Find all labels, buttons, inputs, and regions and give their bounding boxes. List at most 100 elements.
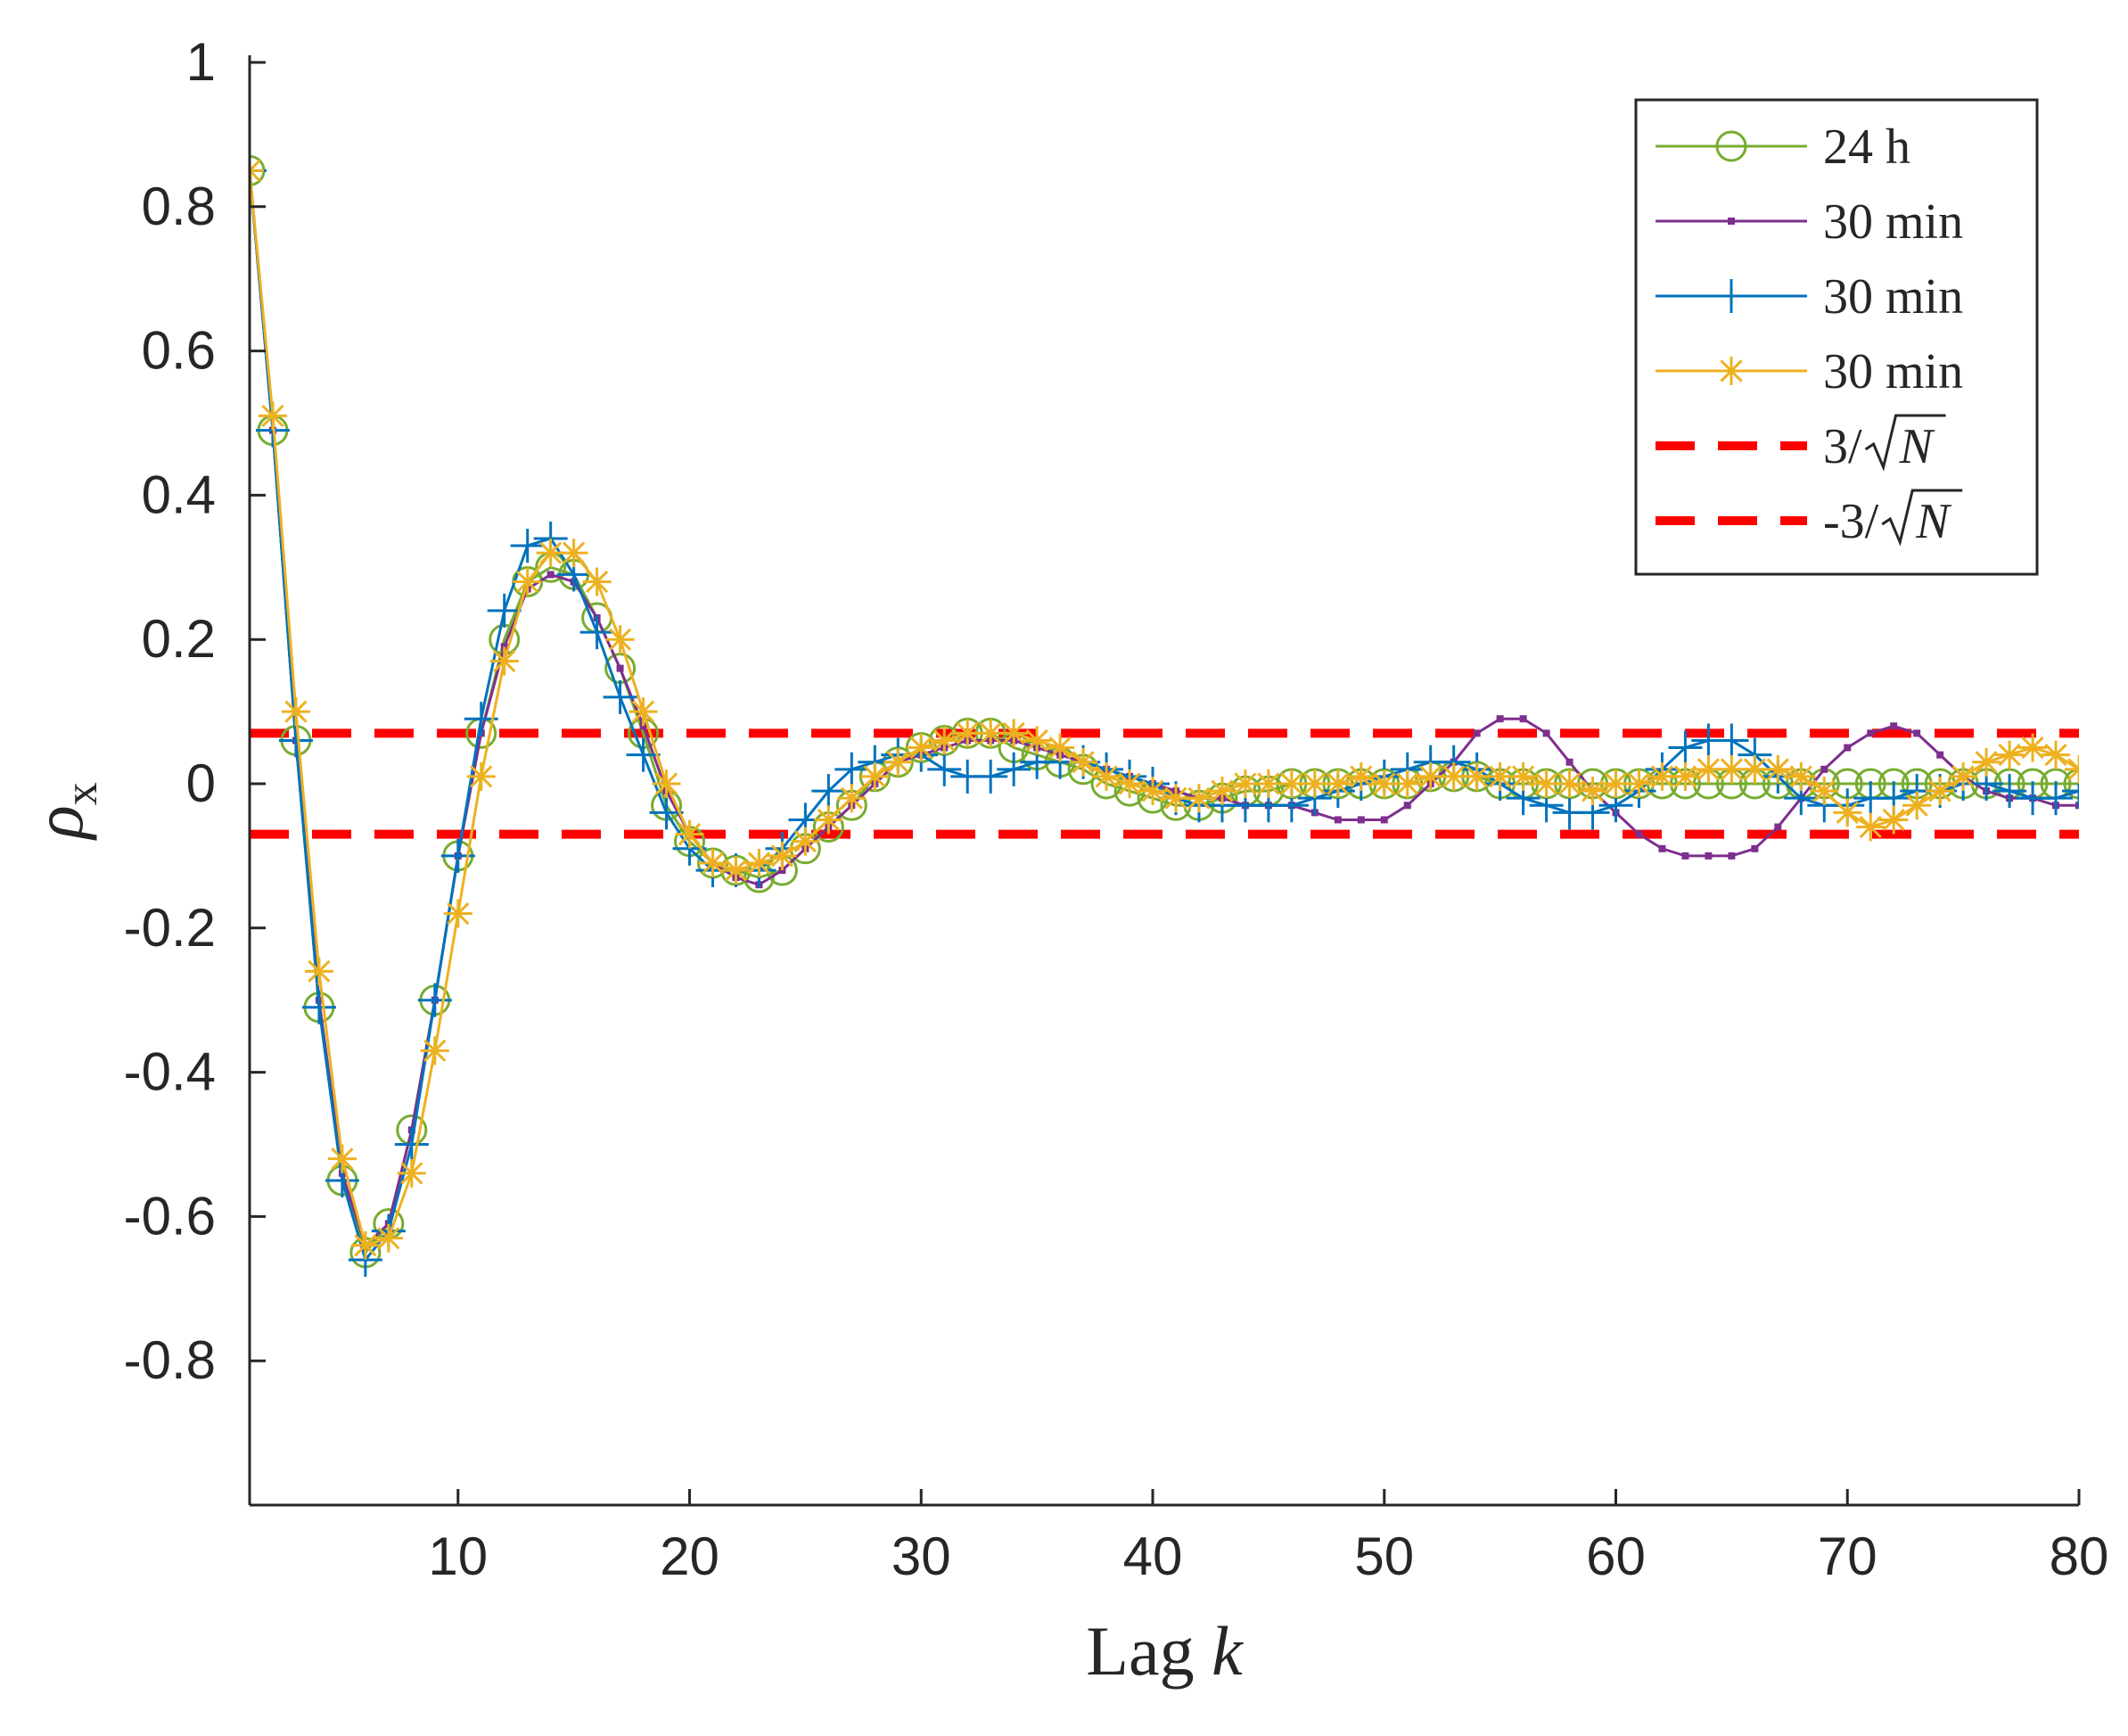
legend-label: 24 h bbox=[1823, 119, 1910, 175]
data-point bbox=[510, 529, 545, 564]
data-point bbox=[2062, 774, 2079, 809]
data-point bbox=[907, 733, 936, 762]
data-point bbox=[652, 769, 681, 798]
data-point bbox=[1069, 747, 1098, 777]
data-point bbox=[1913, 729, 1921, 737]
y-tick-label: 1 bbox=[186, 32, 216, 92]
data-point bbox=[2065, 754, 2079, 784]
legend-marker bbox=[1715, 130, 1747, 162]
data-point bbox=[1115, 769, 1145, 798]
legend-marker bbox=[1728, 218, 1735, 225]
data-point bbox=[1369, 769, 1399, 798]
data-point bbox=[1046, 733, 1075, 762]
data-point bbox=[1207, 777, 1237, 806]
data-point bbox=[860, 761, 890, 791]
data-point bbox=[1740, 754, 1770, 784]
data-point bbox=[1624, 769, 1654, 798]
x-tick-label: 80 bbox=[2050, 1526, 2109, 1586]
data-point bbox=[1820, 765, 1828, 773]
sqrt-sign bbox=[1881, 489, 1963, 547]
data-point bbox=[417, 983, 452, 1017]
data-point bbox=[1926, 777, 1955, 806]
legend-box bbox=[1634, 98, 2039, 576]
data-point bbox=[1439, 761, 1468, 791]
data-point bbox=[281, 697, 310, 727]
data-point bbox=[1751, 844, 1759, 852]
data-point bbox=[443, 899, 472, 928]
legend-entry: -3/N bbox=[1656, 489, 1963, 549]
data-point bbox=[1833, 798, 1862, 827]
data-point bbox=[582, 567, 612, 596]
data-point bbox=[675, 819, 704, 849]
data-point bbox=[814, 805, 843, 835]
data-point bbox=[1810, 777, 1839, 806]
data-point bbox=[546, 571, 555, 579]
data-point bbox=[1496, 715, 1504, 723]
data-point bbox=[1334, 816, 1342, 824]
data-point bbox=[791, 827, 820, 856]
data-point bbox=[1647, 761, 1677, 791]
data-point bbox=[1277, 769, 1306, 798]
x-axis-label-var: k bbox=[1212, 1612, 1244, 1690]
y-tick-label: 0.4 bbox=[142, 465, 216, 524]
data-point bbox=[374, 1223, 403, 1253]
data-point bbox=[1856, 812, 1886, 842]
data-point bbox=[999, 719, 1029, 748]
data-point bbox=[1403, 802, 1411, 810]
legend-label-var: N bbox=[1915, 494, 1951, 549]
data-point bbox=[350, 1230, 380, 1260]
data-point bbox=[930, 726, 959, 755]
data-point bbox=[1380, 816, 1388, 824]
data-point bbox=[1357, 816, 1365, 824]
y-tick-label: 0 bbox=[186, 753, 216, 813]
data-point bbox=[1184, 784, 1213, 813]
data-point bbox=[1346, 761, 1376, 791]
legend-entry: 24 h bbox=[1656, 119, 1910, 175]
data-point bbox=[2042, 740, 2071, 769]
data-point bbox=[500, 643, 508, 651]
series-4-star bbox=[250, 156, 2079, 1260]
data-point bbox=[639, 722, 647, 730]
data-point bbox=[1972, 747, 2001, 777]
x-tick-label: 40 bbox=[1123, 1526, 1183, 1586]
legend-entry: 3/N bbox=[1656, 414, 1946, 474]
x-tick-label: 50 bbox=[1354, 1526, 1414, 1586]
data-point bbox=[1936, 751, 1944, 759]
data-point bbox=[1728, 852, 1736, 860]
data-point bbox=[1023, 726, 1052, 755]
axes: 10 20 30 40 50 60 70 80 1 0.8 0.6 0.4 0.2 0 -0.2 -0.4 -0… bbox=[20, 32, 2108, 1690]
data-point bbox=[605, 625, 635, 654]
legend-marker bbox=[1717, 357, 1746, 385]
data-point bbox=[2039, 781, 2074, 816]
data-point bbox=[1844, 744, 1852, 752]
x-axis-label: Lag k bbox=[1086, 1612, 1244, 1690]
sqrt-sign bbox=[1864, 414, 1946, 472]
y-axis-label: ρx bbox=[20, 782, 107, 840]
data-point bbox=[1658, 844, 1666, 852]
series-group bbox=[250, 153, 2079, 1277]
data-point bbox=[883, 747, 913, 777]
legend-label: 30 min bbox=[1823, 269, 1963, 325]
data-point bbox=[1681, 852, 1689, 860]
data-point bbox=[420, 1036, 449, 1065]
data-point bbox=[1138, 777, 1168, 806]
data-point bbox=[278, 723, 313, 758]
data-point bbox=[1867, 729, 1875, 737]
data-point bbox=[394, 1127, 429, 1162]
data-point bbox=[513, 567, 542, 596]
data-point bbox=[397, 1158, 426, 1188]
legend-label: 30 min bbox=[1823, 344, 1963, 399]
data-point bbox=[837, 784, 867, 813]
data-point bbox=[698, 848, 727, 877]
x-tick-label: 70 bbox=[1818, 1526, 1877, 1586]
legend-label-var: N bbox=[1899, 419, 1935, 474]
y-tick-label: 0.6 bbox=[142, 321, 216, 381]
data-point bbox=[1763, 754, 1793, 784]
data-point bbox=[603, 679, 637, 714]
data-point bbox=[1787, 761, 1816, 791]
data-point bbox=[1705, 852, 1713, 860]
data-point bbox=[1949, 761, 1978, 791]
legend-entry: 30 min bbox=[1656, 269, 1963, 325]
x-tick-label: 30 bbox=[891, 1526, 951, 1586]
